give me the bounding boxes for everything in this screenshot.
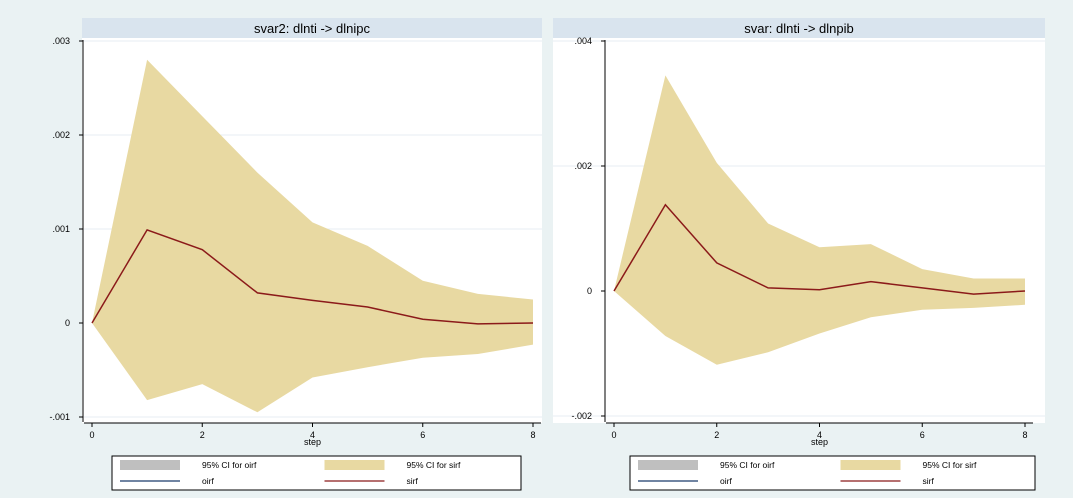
legend-label: 95% CI for oirf xyxy=(202,460,257,470)
y-tick-label: 0 xyxy=(587,286,592,296)
y-tick-label: .002 xyxy=(574,161,592,171)
x-tick-label: 6 xyxy=(420,430,425,440)
legend-label: oirf xyxy=(720,476,732,486)
chart-title: svar: dlnti -> dlnpib xyxy=(744,21,853,36)
x-axis-label: step xyxy=(811,437,828,447)
legend-2: 95% CI for oirf 95% CI for sirf oirf sirf xyxy=(630,456,1035,490)
legend-label: 95% CI for oirf xyxy=(720,460,775,470)
legend-swatch xyxy=(325,460,385,470)
chart-panel-1: svar2: dlnti -> dlnipc -.001 0 .001 .002 .003… xyxy=(49,18,542,447)
plot-area xyxy=(553,18,1045,423)
legend-1: 95% CI for oirf 95% CI for sirf oirf sirf xyxy=(112,456,521,490)
legend-label: 95% CI for sirf xyxy=(407,460,461,470)
x-axis-label: step xyxy=(304,437,321,447)
legend-label: sirf xyxy=(923,476,935,486)
y-tick-label: .004 xyxy=(574,36,592,46)
y-tick-label: 0 xyxy=(65,318,70,328)
x-tick-label: 2 xyxy=(714,430,719,440)
x-tick-label: 0 xyxy=(611,430,616,440)
legend-label: 95% CI for sirf xyxy=(923,460,977,470)
y-tick-label: -.002 xyxy=(571,411,592,421)
y-tick-label: .002 xyxy=(52,130,70,140)
legend-swatch xyxy=(841,460,901,470)
legend-swatch xyxy=(638,460,698,470)
y-tick-label: .003 xyxy=(52,36,70,46)
x-tick-label: 8 xyxy=(530,430,535,440)
legend-swatch xyxy=(120,460,180,470)
y-tick-label: -.001 xyxy=(49,412,70,422)
x-tick-label: 0 xyxy=(89,430,94,440)
x-tick-label: 2 xyxy=(200,430,205,440)
chart-title: svar2: dlnti -> dlnipc xyxy=(254,21,370,36)
legend-label: oirf xyxy=(202,476,214,486)
x-tick-label: 6 xyxy=(920,430,925,440)
legend-label: sirf xyxy=(407,476,419,486)
x-tick-label: 8 xyxy=(1022,430,1027,440)
y-tick-label: .001 xyxy=(52,224,70,234)
